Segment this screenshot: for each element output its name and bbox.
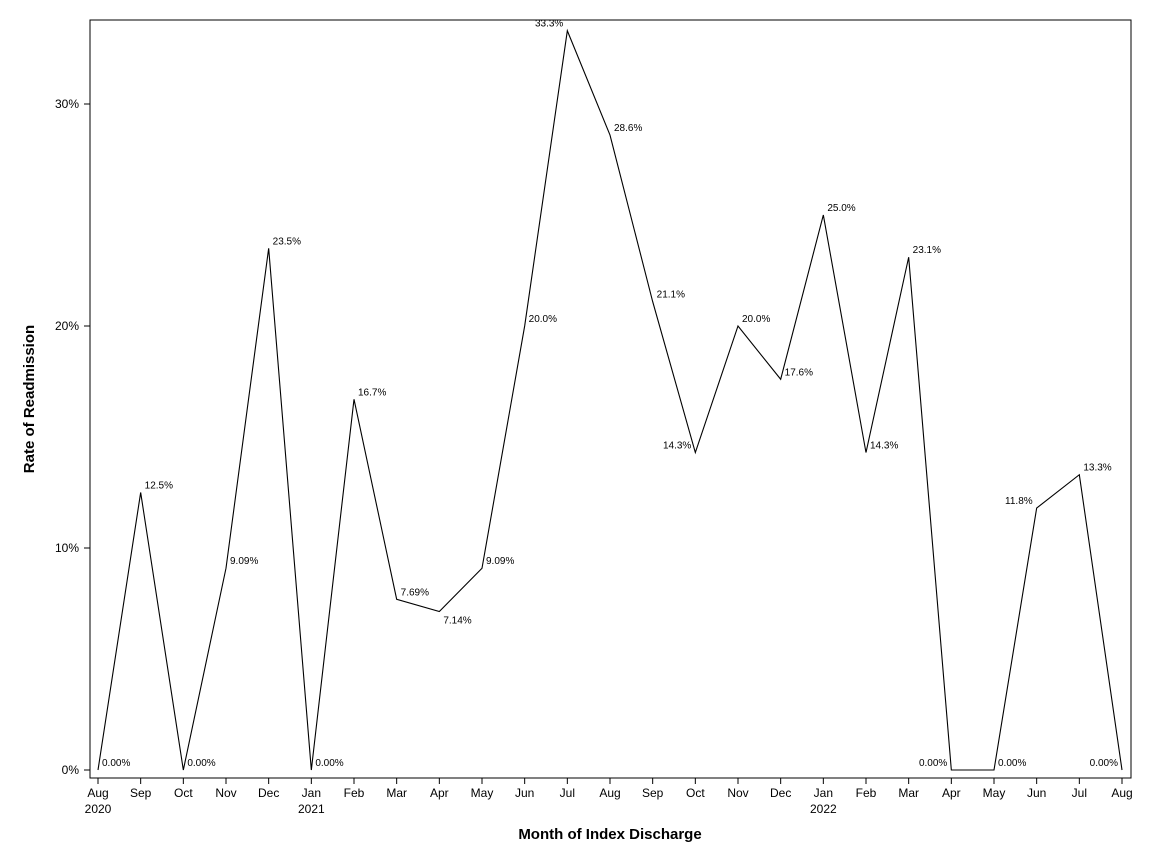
x-tick-label-9: May xyxy=(471,786,494,800)
x-tick-label-7: Mar xyxy=(386,786,407,800)
plot-frame xyxy=(89,19,1132,779)
y-tick-label-3: 30% xyxy=(55,97,79,111)
data-label-7: 7.69% xyxy=(401,587,429,598)
data-label-13: 21.1% xyxy=(657,290,685,301)
x-year-label-0: 2020 xyxy=(85,802,112,816)
x-tick-label-6: Feb xyxy=(344,786,365,800)
data-label-18: 14.3% xyxy=(870,441,898,452)
data-label-23: 13.3% xyxy=(1083,463,1111,474)
x-year-label-5: 2021 xyxy=(298,802,325,816)
data-label-10: 20.0% xyxy=(529,314,557,325)
x-tick-label-3: Nov xyxy=(215,786,236,800)
x-axis: Aug 2020 Sep Oct Nov Dec Jan 2021 Feb Mar Apr May Ju… xyxy=(85,778,1133,816)
x-tick-label-24: Aug xyxy=(1111,786,1132,800)
x-tick-label-12: Aug xyxy=(599,786,620,800)
y-tick-label-1: 10% xyxy=(55,541,79,555)
x-tick-label-22: Jun xyxy=(1027,786,1046,800)
data-label-21: 0.00% xyxy=(998,758,1026,769)
data-label-12: 28.6% xyxy=(614,123,642,134)
data-labels: 0.00% 12.5% 0.00% 9.09% 23.5% 0.00% 16.7% 7.69%… xyxy=(102,19,1118,769)
x-tick-label-5: Jan xyxy=(302,786,321,800)
x-tick-label-4: Dec xyxy=(258,786,279,800)
data-label-1: 12.5% xyxy=(145,481,173,492)
data-label-5: 0.00% xyxy=(315,758,343,769)
x-tick-label-17: Jan xyxy=(814,786,833,800)
y-tick-label-2: 20% xyxy=(55,319,79,333)
data-label-14: 14.3% xyxy=(663,441,691,452)
x-tick-label-15: Nov xyxy=(727,786,748,800)
x-tick-label-20: Apr xyxy=(942,786,961,800)
data-label-0: 0.00% xyxy=(102,758,130,769)
data-label-3: 9.09% xyxy=(230,556,258,567)
series-line xyxy=(97,28,1123,771)
x-tick-label-0: Aug xyxy=(87,786,108,800)
data-label-24: 0.00% xyxy=(1090,758,1118,769)
x-tick-label-16: Dec xyxy=(770,786,791,800)
data-label-22: 11.8% xyxy=(1005,496,1033,507)
data-label-9: 9.09% xyxy=(486,556,514,567)
x-year-label-17: 2022 xyxy=(810,802,837,816)
data-label-8: 7.14% xyxy=(443,615,471,626)
x-tick-label-19: Mar xyxy=(898,786,919,800)
data-label-11: 33.3% xyxy=(535,19,563,30)
data-label-4: 23.5% xyxy=(273,236,301,247)
data-label-16: 17.6% xyxy=(785,367,813,378)
data-label-6: 16.7% xyxy=(358,387,386,398)
y-axis: 0% 10% 20% 30% xyxy=(55,97,90,777)
data-label-17: 25.0% xyxy=(827,203,855,214)
x-tick-label-8: Apr xyxy=(430,786,449,800)
data-label-15: 20.0% xyxy=(742,314,770,325)
data-label-2: 0.00% xyxy=(187,758,215,769)
x-tick-label-11: Jul xyxy=(560,786,575,800)
data-label-19: 23.1% xyxy=(913,245,941,256)
x-tick-label-2: Oct xyxy=(174,786,193,800)
x-tick-label-10: Jun xyxy=(515,786,534,800)
x-tick-label-23: Jul xyxy=(1072,786,1087,800)
x-tick-label-14: Oct xyxy=(686,786,705,800)
x-axis-title: Month of Index Discharge xyxy=(518,826,701,843)
y-axis-title: Rate of Readmission xyxy=(21,325,38,473)
x-tick-label-21: May xyxy=(983,786,1006,800)
data-label-20: 0.00% xyxy=(919,758,947,769)
y-tick-label-0: 0% xyxy=(62,763,80,777)
series-layer xyxy=(97,28,1123,771)
x-tick-label-13: Sep xyxy=(642,786,664,800)
x-tick-label-18: Feb xyxy=(856,786,877,800)
x-tick-label-1: Sep xyxy=(130,786,152,800)
